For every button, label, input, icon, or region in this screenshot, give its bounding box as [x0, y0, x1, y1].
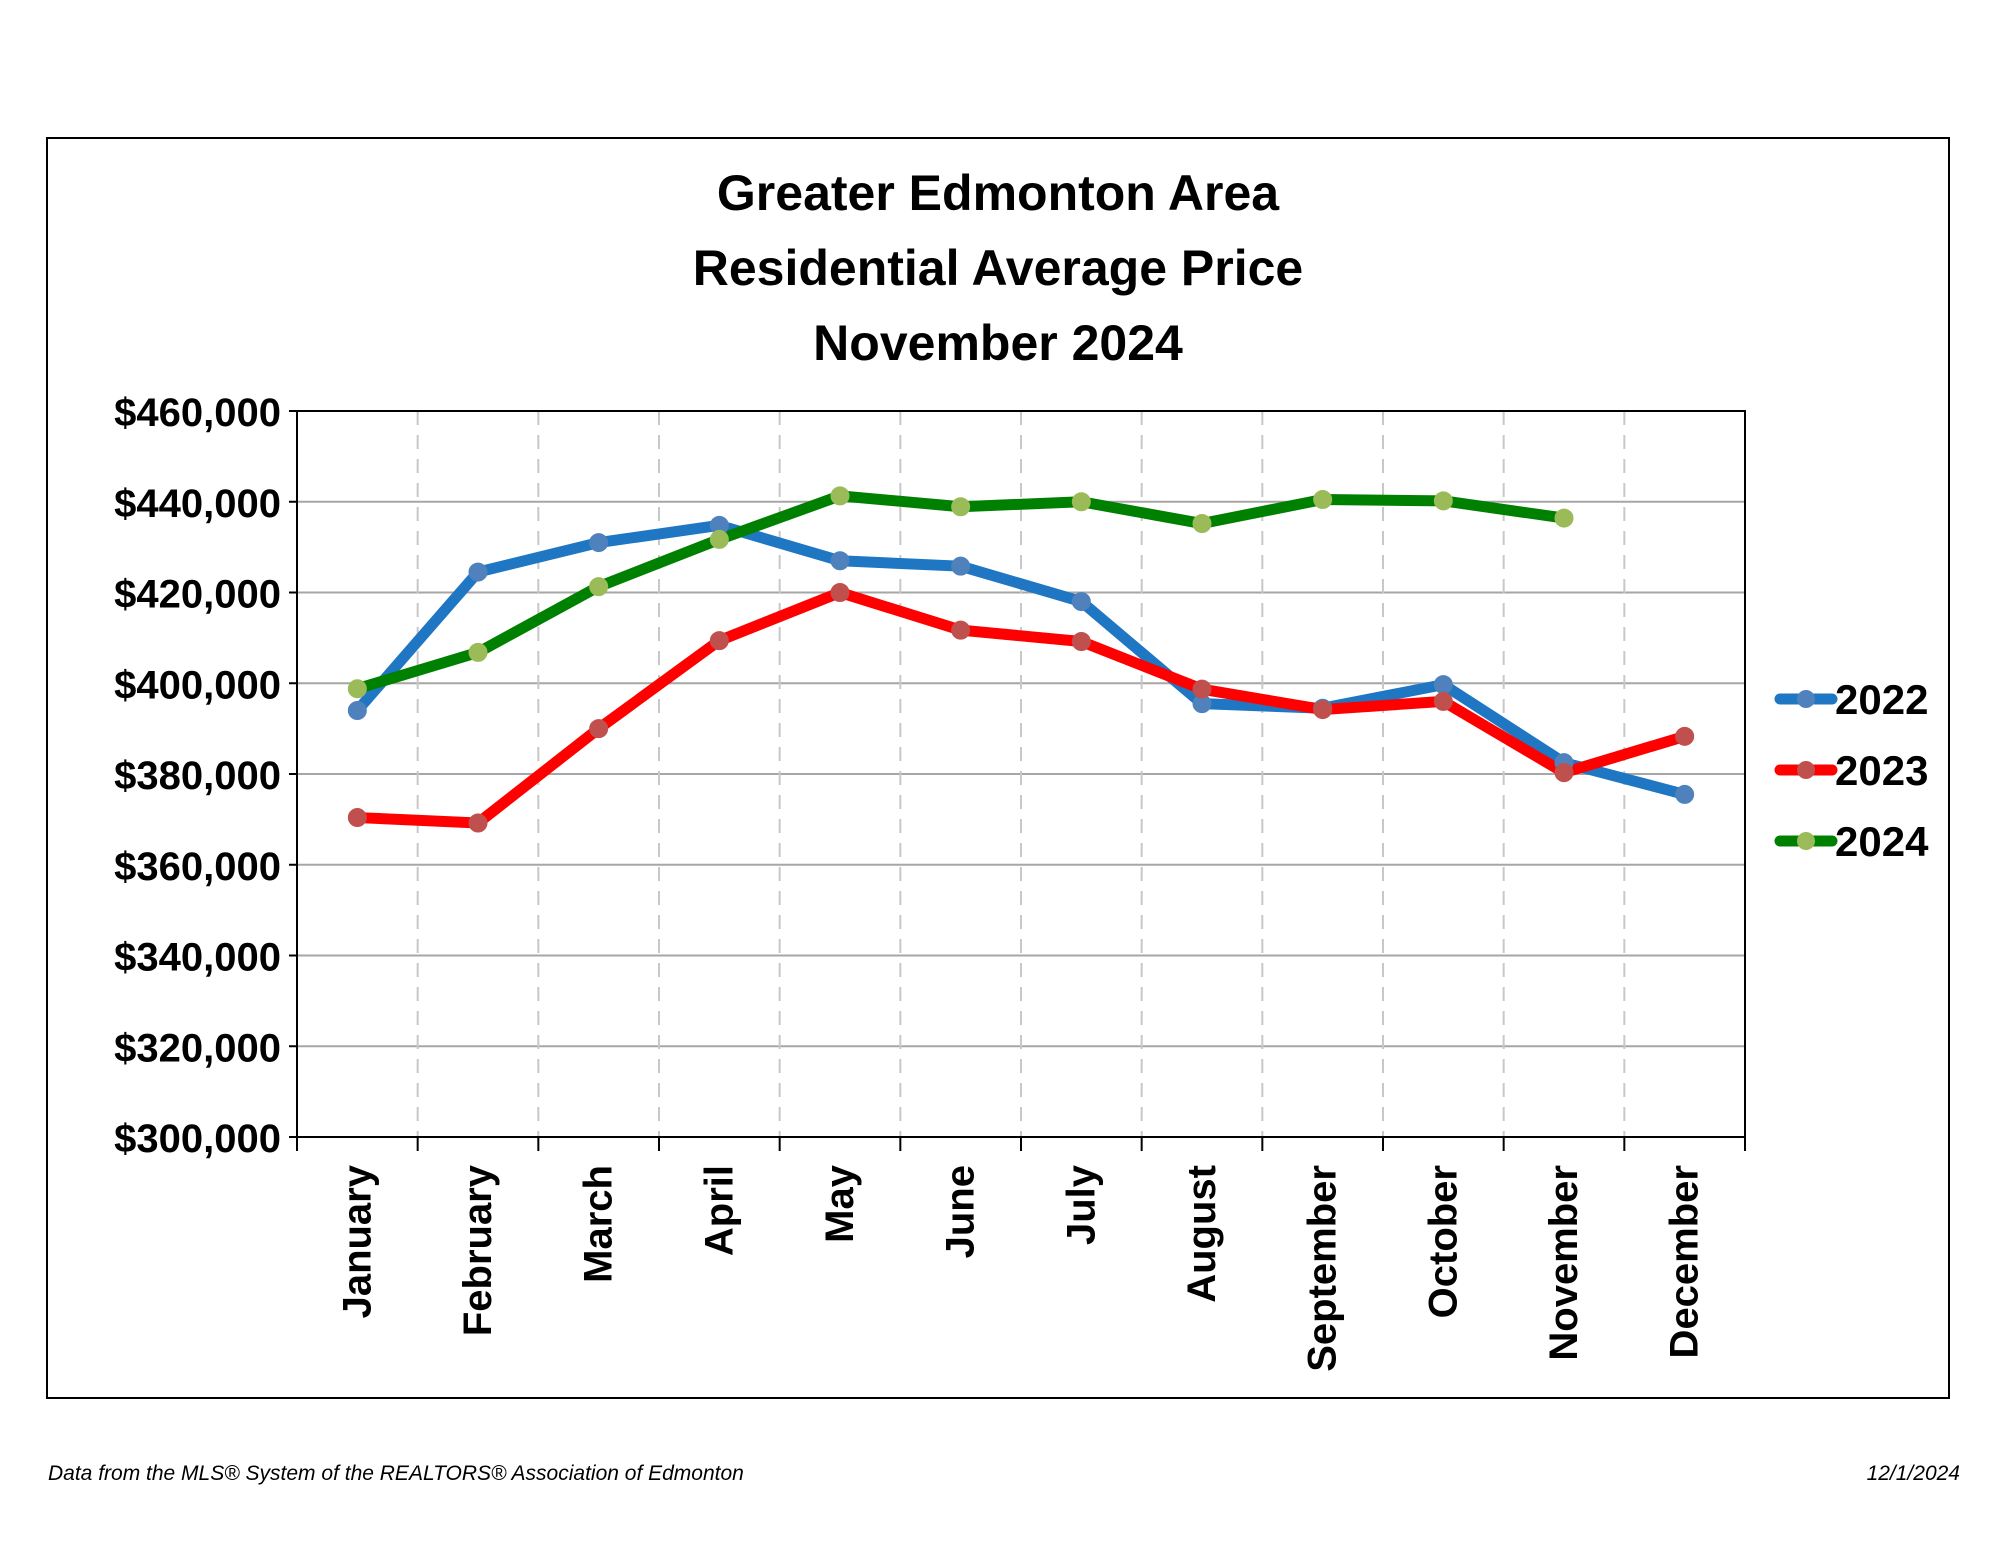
y-tick-label: $320,000 [114, 1026, 281, 1070]
data-point-2024 [1554, 508, 1574, 528]
data-point-2024 [830, 486, 850, 506]
data-point-2024 [709, 529, 729, 549]
x-tick-label: March [577, 1165, 621, 1283]
y-tick-label: $420,000 [114, 573, 281, 617]
x-tick-label: February [456, 1164, 500, 1336]
legend-label-2024: 2024 [1835, 818, 1929, 865]
y-tick-label: $380,000 [114, 754, 281, 798]
x-tick-label: July [1059, 1164, 1103, 1245]
data-point-2022 [347, 700, 367, 720]
x-tick-label: May [818, 1164, 862, 1243]
legend: 2022 2023 2024 [1774, 676, 1929, 865]
data-point-2022 [1433, 675, 1453, 695]
series-line-2022 [351, 519, 1691, 800]
legend-marker-2023 [1797, 761, 1815, 779]
data-point-2022 [468, 562, 488, 582]
x-tick-label: April [697, 1165, 741, 1256]
y-tick-label: $360,000 [114, 845, 281, 889]
data-point-2023 [709, 631, 729, 651]
data-point-2023 [589, 719, 609, 739]
chart-border [46, 137, 1950, 1399]
legend-label-2022: 2022 [1835, 676, 1928, 723]
data-point-2024 [589, 577, 609, 597]
y-tick-label: $340,000 [114, 936, 281, 980]
y-tick-label: $400,000 [114, 663, 281, 707]
data-point-2022 [589, 533, 609, 553]
x-axis-ticks: January February March April May June July Augu… [296, 1137, 1746, 1372]
x-tick-label: January [335, 1164, 379, 1318]
data-point-2024 [1192, 514, 1212, 534]
x-tick-label: November [1542, 1165, 1586, 1361]
data-point-2023 [1192, 679, 1212, 699]
data-point-2024 [468, 642, 488, 662]
data-point-2023 [830, 583, 850, 602]
data-point-2024 [951, 497, 971, 517]
y-tick-label: $440,000 [114, 482, 281, 526]
footer-date: 12/1/2024 [1866, 1462, 1960, 1485]
data-point-2024 [1313, 489, 1333, 509]
x-tick-label: October [1421, 1165, 1465, 1318]
data-point-2023 [468, 813, 488, 833]
chart-title: Greater Edmonton Area Residential Average… [693, 165, 1303, 371]
legend-marker-2024 [1797, 832, 1815, 850]
data-point-2024 [347, 679, 367, 699]
legend-marker-2022 [1797, 690, 1815, 708]
x-tick-label: December [1663, 1165, 1707, 1358]
data-point-2023 [951, 620, 971, 640]
data-point-2024 [1071, 492, 1091, 512]
data-point-2023 [1313, 700, 1333, 720]
chart-title-line: Greater Edmonton Area [717, 165, 1280, 221]
data-point-2022 [1675, 784, 1695, 804]
chart-title-line: Residential Average Price [693, 240, 1303, 296]
y-tick-label: $300,000 [114, 1117, 281, 1161]
x-tick-label: August [1180, 1165, 1224, 1303]
legend-label-2023: 2023 [1835, 747, 1928, 794]
series-line-2023 [351, 587, 1691, 829]
data-point-2022 [830, 551, 850, 571]
data-point-2023 [1675, 726, 1695, 746]
data-point-2023 [1071, 632, 1091, 652]
footer-source-note: Data from the MLS® System of the REALTOR… [48, 1462, 744, 1485]
data-point-2023 [1433, 691, 1453, 711]
data-point-2023 [1554, 763, 1574, 783]
data-point-2022 [951, 556, 971, 576]
y-tick-label: $460,000 [114, 391, 281, 435]
chart-title-line: November 2024 [813, 315, 1183, 371]
data-point-2023 [347, 808, 367, 828]
y-axis-ticks: $300,000 $320,000 $340,000 $360,000 $380,000… [114, 391, 297, 1161]
data-point-2024 [1433, 491, 1453, 511]
x-tick-label: June [939, 1165, 983, 1258]
x-tick-label: September [1301, 1165, 1345, 1372]
series-lines [347, 486, 1695, 833]
data-point-2022 [1071, 592, 1091, 612]
